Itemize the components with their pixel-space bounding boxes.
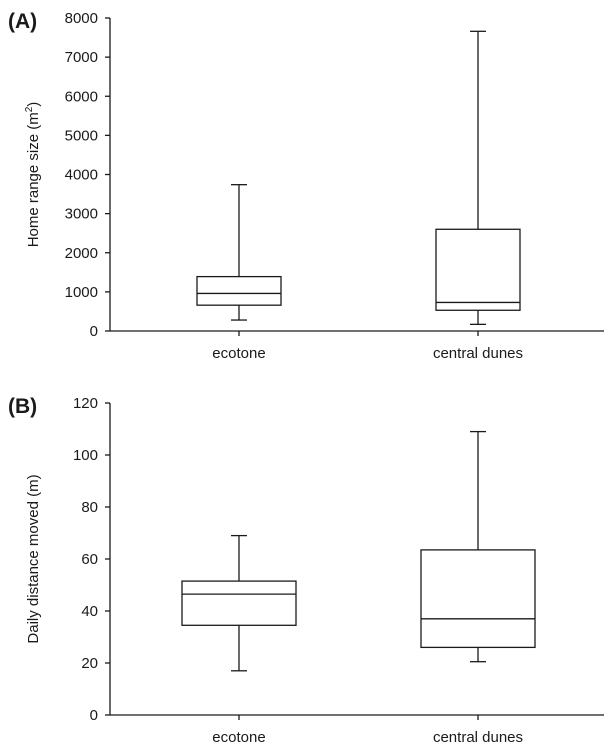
y-tick-label: 4000 bbox=[65, 167, 98, 184]
panel-label: (A) bbox=[8, 10, 37, 33]
panel-label: (B) bbox=[8, 395, 37, 418]
y-tick-label: 20 bbox=[81, 655, 98, 672]
panel-a: (A) 0 1000 2000 3000 4000 5000 6000 7000 8000 Home… bbox=[8, 10, 604, 362]
iqr-box bbox=[196, 275, 282, 306]
x-tick-label: ecotone bbox=[212, 729, 265, 744]
x-tick-label: central dunes bbox=[433, 729, 523, 744]
iqr-box bbox=[435, 228, 521, 311]
y-tick-label: 120 bbox=[73, 395, 98, 412]
y-axis-title-suffix: ) bbox=[25, 102, 42, 107]
y-tick-label: 7000 bbox=[65, 49, 98, 66]
y-axis-title-text: Daily distance moved (m) bbox=[25, 474, 42, 643]
y-tick-label: 80 bbox=[81, 499, 98, 516]
y-tick-label: 0 bbox=[90, 707, 98, 724]
y-axis-title: Daily distance moved (m) bbox=[25, 474, 42, 643]
y-axis-title: Home range size (m2) bbox=[24, 102, 42, 248]
y-tick-label: 8000 bbox=[65, 10, 98, 27]
y-tick-label: 1000 bbox=[65, 284, 98, 301]
y-tick-label: 100 bbox=[73, 447, 98, 464]
y-axis-title-superscript: 2 bbox=[24, 106, 35, 112]
y-axis-title-text: Home range size (m bbox=[25, 112, 42, 247]
iqr-box bbox=[181, 580, 297, 626]
iqr-box bbox=[420, 549, 536, 649]
x-tick-label: central dunes bbox=[433, 345, 523, 362]
x-tick-label: ecotone bbox=[212, 345, 265, 362]
panel-b: (B) 0 20 40 60 80 100 120 Daily distance moved (… bbox=[8, 395, 604, 744]
y-tick-label: 5000 bbox=[65, 127, 98, 144]
y-tick-label: 3000 bbox=[65, 206, 98, 223]
y-tick-label: 2000 bbox=[65, 245, 98, 262]
y-tick-label: 40 bbox=[81, 603, 98, 620]
y-tick-label: 6000 bbox=[65, 88, 98, 105]
y-tick-label: 60 bbox=[81, 551, 98, 568]
y-tick-label: 0 bbox=[90, 323, 98, 340]
